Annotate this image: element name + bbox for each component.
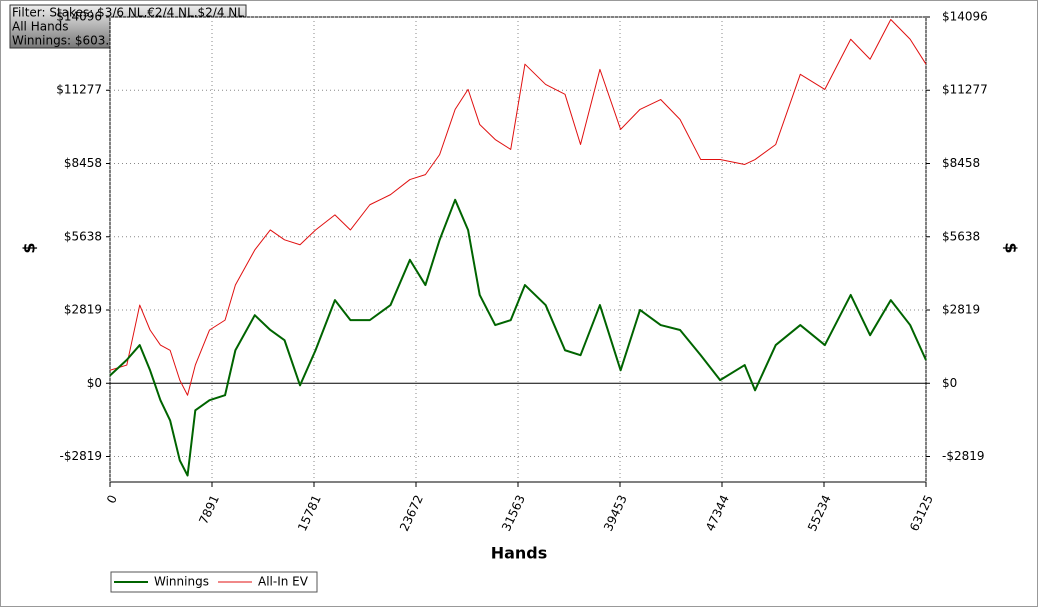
y2-tick-label: $5638 xyxy=(942,229,980,243)
y-tick-label: $5638 xyxy=(64,229,102,243)
filter-text: Filter: Stakes: $3/6 NL,€2/4 NL,$2/4 NL xyxy=(12,6,244,20)
y-tick-label: $0 xyxy=(87,376,102,390)
x-axis-label: Hands xyxy=(491,544,548,563)
y-tick-label: -$2819 xyxy=(59,449,102,463)
y2-axis-label: $ xyxy=(1002,242,1021,253)
y2-tick-label: -$2819 xyxy=(942,449,985,463)
series-line xyxy=(109,198,927,477)
y-axis-label: $ xyxy=(20,242,39,253)
legend-label: Winnings xyxy=(154,575,209,589)
legend xyxy=(110,571,318,593)
filter-text: All Hands xyxy=(12,20,69,34)
series-line xyxy=(109,18,927,396)
y-tick-label: $14096 xyxy=(56,10,102,24)
y2-tick-label: $0 xyxy=(942,376,957,390)
y2-tick-label: $11277 xyxy=(942,83,988,97)
y-tick-label: $2819 xyxy=(64,303,102,317)
y2-tick-label: $14096 xyxy=(942,10,988,24)
y2-tick-label: $2819 xyxy=(942,303,980,317)
legend-label: All-In EV xyxy=(258,575,309,589)
y-tick-label: $11277 xyxy=(56,83,102,97)
filter-text: Winnings: $603.74 xyxy=(12,34,124,48)
y2-tick-label: $8458 xyxy=(942,156,980,170)
y-tick-label: $8458 xyxy=(64,156,102,170)
